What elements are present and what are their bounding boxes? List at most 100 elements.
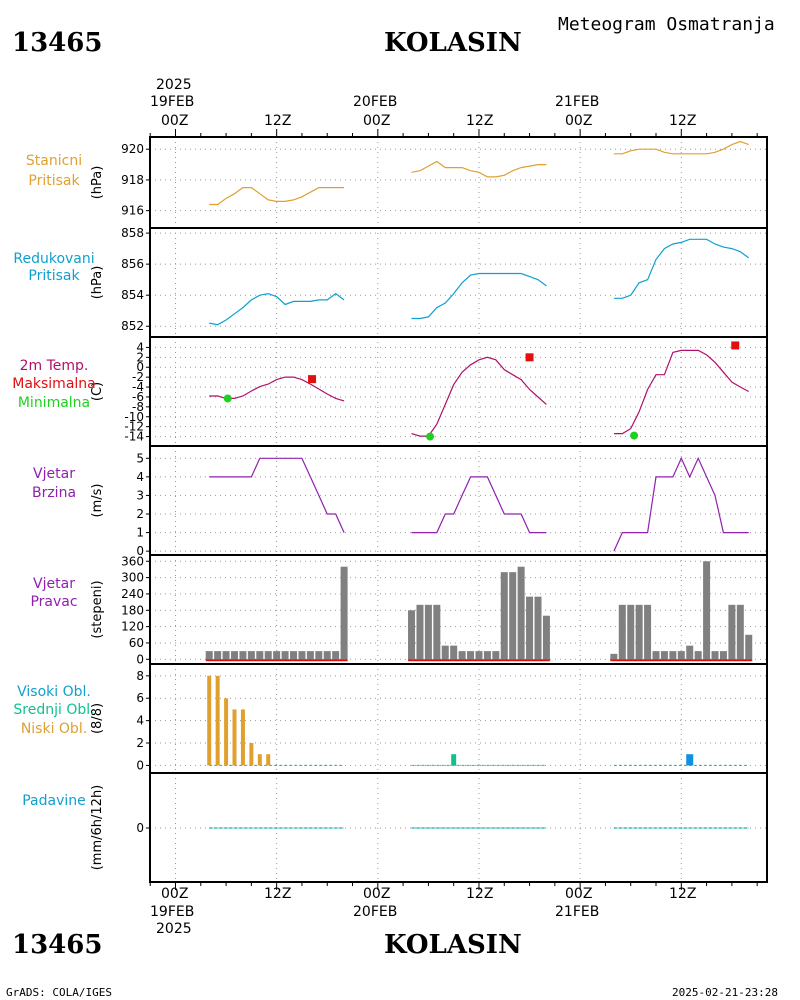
wind_direction-bar-1-7 <box>467 651 475 660</box>
cloud_cover-label-2: Niski Obl. <box>21 721 87 737</box>
wind_direction-panel-frame <box>149 554 768 665</box>
wind_speed-label-1: Brzina <box>32 485 76 501</box>
precipitation-label-0: Padavine <box>22 793 86 809</box>
temperature_2m-ytick-label-3: -2 <box>132 370 144 384</box>
wind_direction-bar-0-3 <box>231 651 239 660</box>
wind_direction-ytick-label-3: 180 <box>121 603 144 617</box>
wind_direction-ytick-label-5: 300 <box>121 571 144 585</box>
low-cloud-bar-1 <box>215 675 220 766</box>
wind_speed-series-2 <box>613 456 749 552</box>
middle-cloud-bar-0 <box>451 754 457 766</box>
station-name-top: KOLASIN <box>384 28 522 58</box>
wind_direction-bar-1-13 <box>517 566 525 660</box>
wind_direction-bar-2-0 <box>610 653 618 660</box>
wind_direction-bar-2-5 <box>652 651 660 660</box>
wind_direction-bar-1-10 <box>492 651 500 660</box>
wind_direction-bar-1-9 <box>483 651 491 660</box>
wind_direction-bar-2-9 <box>686 645 694 660</box>
min-temp-marker-1 <box>426 432 435 441</box>
wind_speed-series-1 <box>411 476 547 534</box>
wind_direction-bar-0-6 <box>256 651 264 660</box>
station_pressure-series-1 <box>411 160 547 178</box>
reduced_pressure-ytick-label-1: 854 <box>121 288 144 302</box>
reduced_pressure-label-1: Pritisak <box>28 268 80 284</box>
wind_direction-bar-1-5 <box>450 645 458 660</box>
top-tick-2: 12Z <box>264 113 292 129</box>
wind_direction-ytick-label-6: 360 <box>121 554 144 568</box>
wind_direction-bar-2-1 <box>618 604 626 660</box>
temperature_2m-panel-frame <box>149 336 768 447</box>
temperature_2m-label-2: Minimalna <box>18 395 90 411</box>
max-temp-marker-1 <box>525 353 534 362</box>
wind_speed-ytick-label-1: 1 <box>136 526 144 540</box>
temperature_2m-ytick-label-4: -4 <box>132 380 144 394</box>
reduced_pressure-ytick-label-0: 852 <box>121 319 144 333</box>
reduced_pressure-ytick-label-3: 858 <box>121 226 144 240</box>
top-tick-3: 00Z <box>363 113 391 129</box>
footer-timestamp: 2025-02-21-23:28 <box>672 986 778 999</box>
wind_direction-bar-0-7 <box>264 651 272 660</box>
wind_direction-bar-0-8 <box>273 651 281 660</box>
wind_speed-ytick-label-2: 2 <box>136 507 144 521</box>
precipitation-unit-label: (mm/6h/12h) <box>90 785 105 871</box>
station_pressure-ytick-label-0: 916 <box>121 204 144 218</box>
station-id-top: 13465 <box>12 28 103 58</box>
wind_direction-bar-0-0 <box>205 651 213 660</box>
cloud_cover-label-1: Srednji Obl. <box>13 702 94 718</box>
cloud_cover-ytick-label-2: 4 <box>136 714 144 728</box>
wind_direction-bar-1-14 <box>526 596 534 660</box>
top-tick-1: 00Z <box>161 113 189 129</box>
precipitation-ytick-label-0: 0 <box>136 821 144 835</box>
wind_direction-bar-1-1 <box>416 604 424 660</box>
wind_direction-bar-2-12 <box>711 651 719 660</box>
wind_direction-bar-1-15 <box>534 596 542 660</box>
station-name-bottom: KOLASIN <box>384 930 522 960</box>
wind_direction-bar-1-6 <box>458 651 466 660</box>
station_pressure-label-0: Stanicni <box>26 153 82 169</box>
wind_direction-label-1: Pravac <box>30 594 77 610</box>
temperature_2m-label-0: 2m Temp. <box>20 358 89 374</box>
temperature_2m-ytick-label-2: 0 <box>136 360 144 374</box>
wind_direction-ytick-label-0: 0 <box>136 652 144 666</box>
reduced_pressure-series-1 <box>411 272 547 320</box>
wind_direction-bar-0-1 <box>214 651 222 660</box>
low-cloud-bar-6 <box>257 754 262 766</box>
temperature_2m-ytick-label-7: -10 <box>124 410 144 424</box>
top-tick-6: 12Z <box>669 113 697 129</box>
wind_speed-ytick-label-0: 0 <box>136 544 144 558</box>
temperature_2m-series-1 <box>411 356 547 437</box>
wind_direction-bar-1-8 <box>475 651 483 660</box>
wind_direction-ytick-label-4: 240 <box>121 587 144 601</box>
wind_direction-bar-2-16 <box>745 634 753 660</box>
wind_direction-bar-0-5 <box>247 651 255 660</box>
cloud_cover-unit-label: (8/8) <box>90 703 105 734</box>
wind_direction-bar-1-11 <box>500 572 508 660</box>
max-temp-marker-2 <box>731 341 740 350</box>
temperature_2m-series-2 <box>613 349 749 435</box>
wind_direction-bar-2-11 <box>703 561 711 660</box>
min-temp-marker-0 <box>223 394 232 403</box>
bottom-date-2: 20FEB <box>353 904 398 920</box>
wind_direction-bar-0-14 <box>323 651 331 660</box>
station_pressure-label-1: Pritisak <box>28 173 80 189</box>
bottom-tick-2: 12Z <box>264 886 292 902</box>
top-tick-5: 00Z <box>565 113 593 129</box>
low-cloud-bar-3 <box>232 709 237 766</box>
wind_direction-bar-0-13 <box>315 651 323 660</box>
wind_direction-bar-1-16 <box>542 615 550 660</box>
reduced_pressure-label-0: Redukovani <box>13 251 94 267</box>
bottom-tick-6: 12Z <box>669 886 697 902</box>
top-tick-4: 12Z <box>466 113 494 129</box>
wind_direction-bar-2-3 <box>635 604 643 660</box>
wind_direction-bar-0-15 <box>332 651 340 660</box>
reduced_pressure-ytick-label-2: 856 <box>121 257 144 271</box>
wind_direction-ytick-label-2: 120 <box>121 620 144 634</box>
wind_direction-ytick-label-1: 60 <box>129 636 144 650</box>
wind_direction-bar-1-3 <box>433 604 441 660</box>
reduced_pressure-panel-frame <box>149 227 768 338</box>
temperature_2m-unit-label: (C) <box>90 382 105 401</box>
reduced_pressure-unit-label: (hPa) <box>90 266 105 300</box>
top-date-2: 20FEB <box>353 94 398 110</box>
wind_direction-unit-label: (stepeni) <box>90 580 105 638</box>
low-cloud-bar-4 <box>240 709 245 766</box>
